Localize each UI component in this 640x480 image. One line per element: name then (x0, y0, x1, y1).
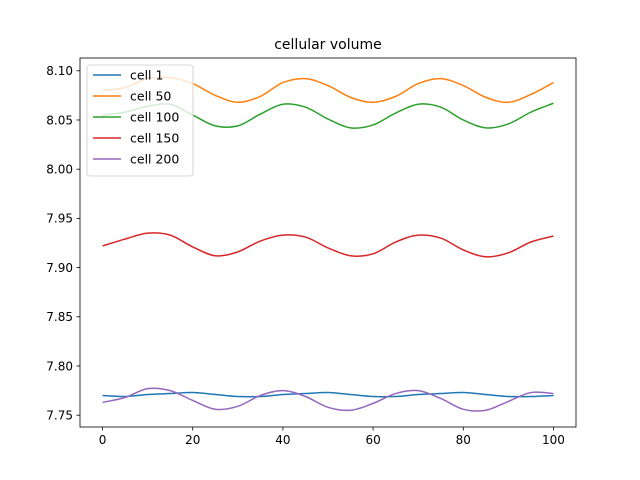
y-tick-label: 8.00 (46, 162, 73, 176)
y-tick-label: 7.75 (46, 408, 73, 422)
legend-box (86, 64, 194, 177)
y-tick-label: 7.90 (46, 261, 73, 275)
x-axis: 0 20 40 60 80 100 (99, 427, 565, 447)
legend: cell 1 cell 50 cell 100 cell 150 cell 200 (86, 64, 194, 177)
series-line-cell-150 (102, 232, 554, 258)
legend-label: cell 50 (130, 89, 171, 104)
x-tick-label: 100 (542, 433, 565, 447)
plot-frame (79, 57, 577, 428)
y-tick-label: 7.85 (46, 310, 73, 324)
y-tick-label: 7.80 (46, 359, 73, 373)
x-tick-label: 20 (185, 433, 200, 447)
x-tick-label: 60 (365, 433, 380, 447)
y-tick-label: 7.95 (46, 212, 73, 226)
y-axis: 7.75 7.80 7.85 7.90 7.95 8.00 8.05 8.10 (46, 64, 80, 422)
x-tick-label: 40 (275, 433, 290, 447)
legend-label: cell 200 (130, 152, 179, 167)
legend-label: cell 150 (130, 131, 179, 146)
chart-title: cellular volume (274, 37, 382, 53)
y-tick-label: 8.05 (46, 113, 73, 127)
x-tick-label: 0 (99, 433, 107, 447)
y-tick-label: 8.10 (46, 64, 73, 78)
series-line-cell-200 (102, 387, 554, 412)
x-tick-label: 80 (456, 433, 471, 447)
legend-label: cell 100 (130, 110, 179, 125)
legend-label: cell 1 (130, 68, 163, 83)
series-line-cell-1 (102, 391, 554, 398)
